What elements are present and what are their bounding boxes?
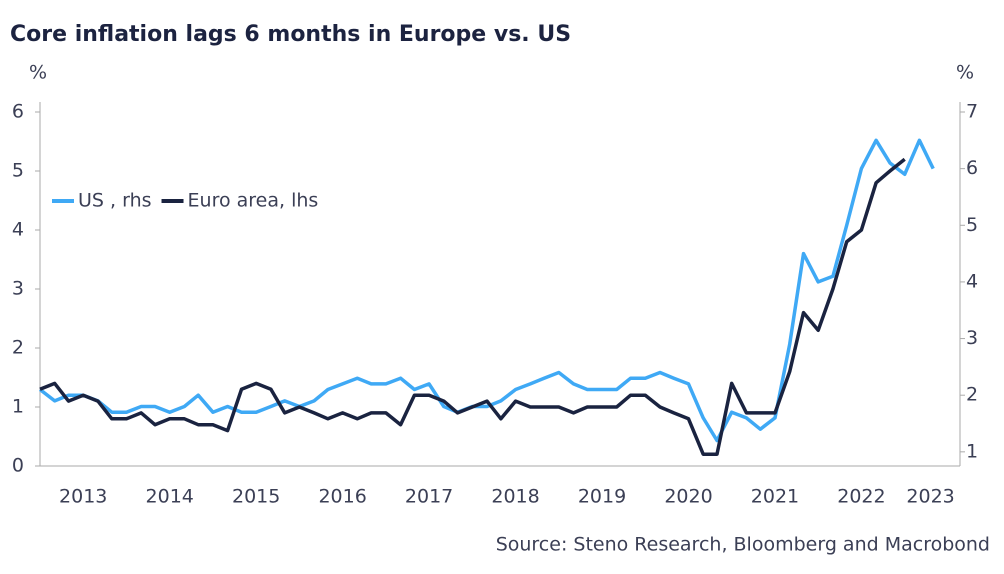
y2-tick-label: 4	[966, 270, 978, 292]
y-tick-label: 5	[12, 160, 24, 182]
y2-axis-label: %	[956, 62, 974, 84]
x-tick-label: 2014	[146, 486, 194, 508]
x-tick-label: 2016	[318, 486, 366, 508]
x-tick-label: 2019	[578, 486, 626, 508]
source: Source: Steno Research, Bloomberg and Ma…	[496, 534, 990, 556]
x-tick-label: 2018	[491, 486, 539, 508]
y-tick-label: 3	[12, 278, 24, 300]
y-tick-label: 0	[12, 455, 24, 477]
y2-tick-label: 1	[966, 440, 978, 462]
x-tick-label: 2017	[405, 486, 453, 508]
x-tick-label: 2021	[751, 486, 799, 508]
y-axis-label: %	[29, 62, 47, 84]
x-tick-label: 2013	[59, 486, 107, 508]
chart-title: Core inflation lags 6 months in Europe v…	[10, 22, 571, 47]
y2-tick-label: 7	[966, 101, 978, 123]
y-tick-label: 1	[12, 396, 24, 418]
x-tick-label: 2023	[906, 486, 954, 508]
legend-label: Euro area, lhs	[188, 190, 319, 212]
legend-label: US , rhs	[78, 190, 152, 212]
y-tick-label: 4	[12, 219, 24, 241]
y2-tick-label: 3	[966, 327, 978, 349]
y2-tick-label: 2	[966, 384, 978, 406]
x-tick-label: 2020	[664, 486, 712, 508]
series-line	[38, 138, 935, 443]
y-tick-label: 6	[12, 101, 24, 123]
y2-tick-label: 6	[966, 157, 978, 179]
x-tick-label: 2015	[232, 486, 280, 508]
y2-tick-label: 5	[966, 214, 978, 236]
series-line	[39, 157, 906, 456]
x-tick-label: 2022	[837, 486, 885, 508]
y-tick-label: 2	[12, 337, 24, 359]
